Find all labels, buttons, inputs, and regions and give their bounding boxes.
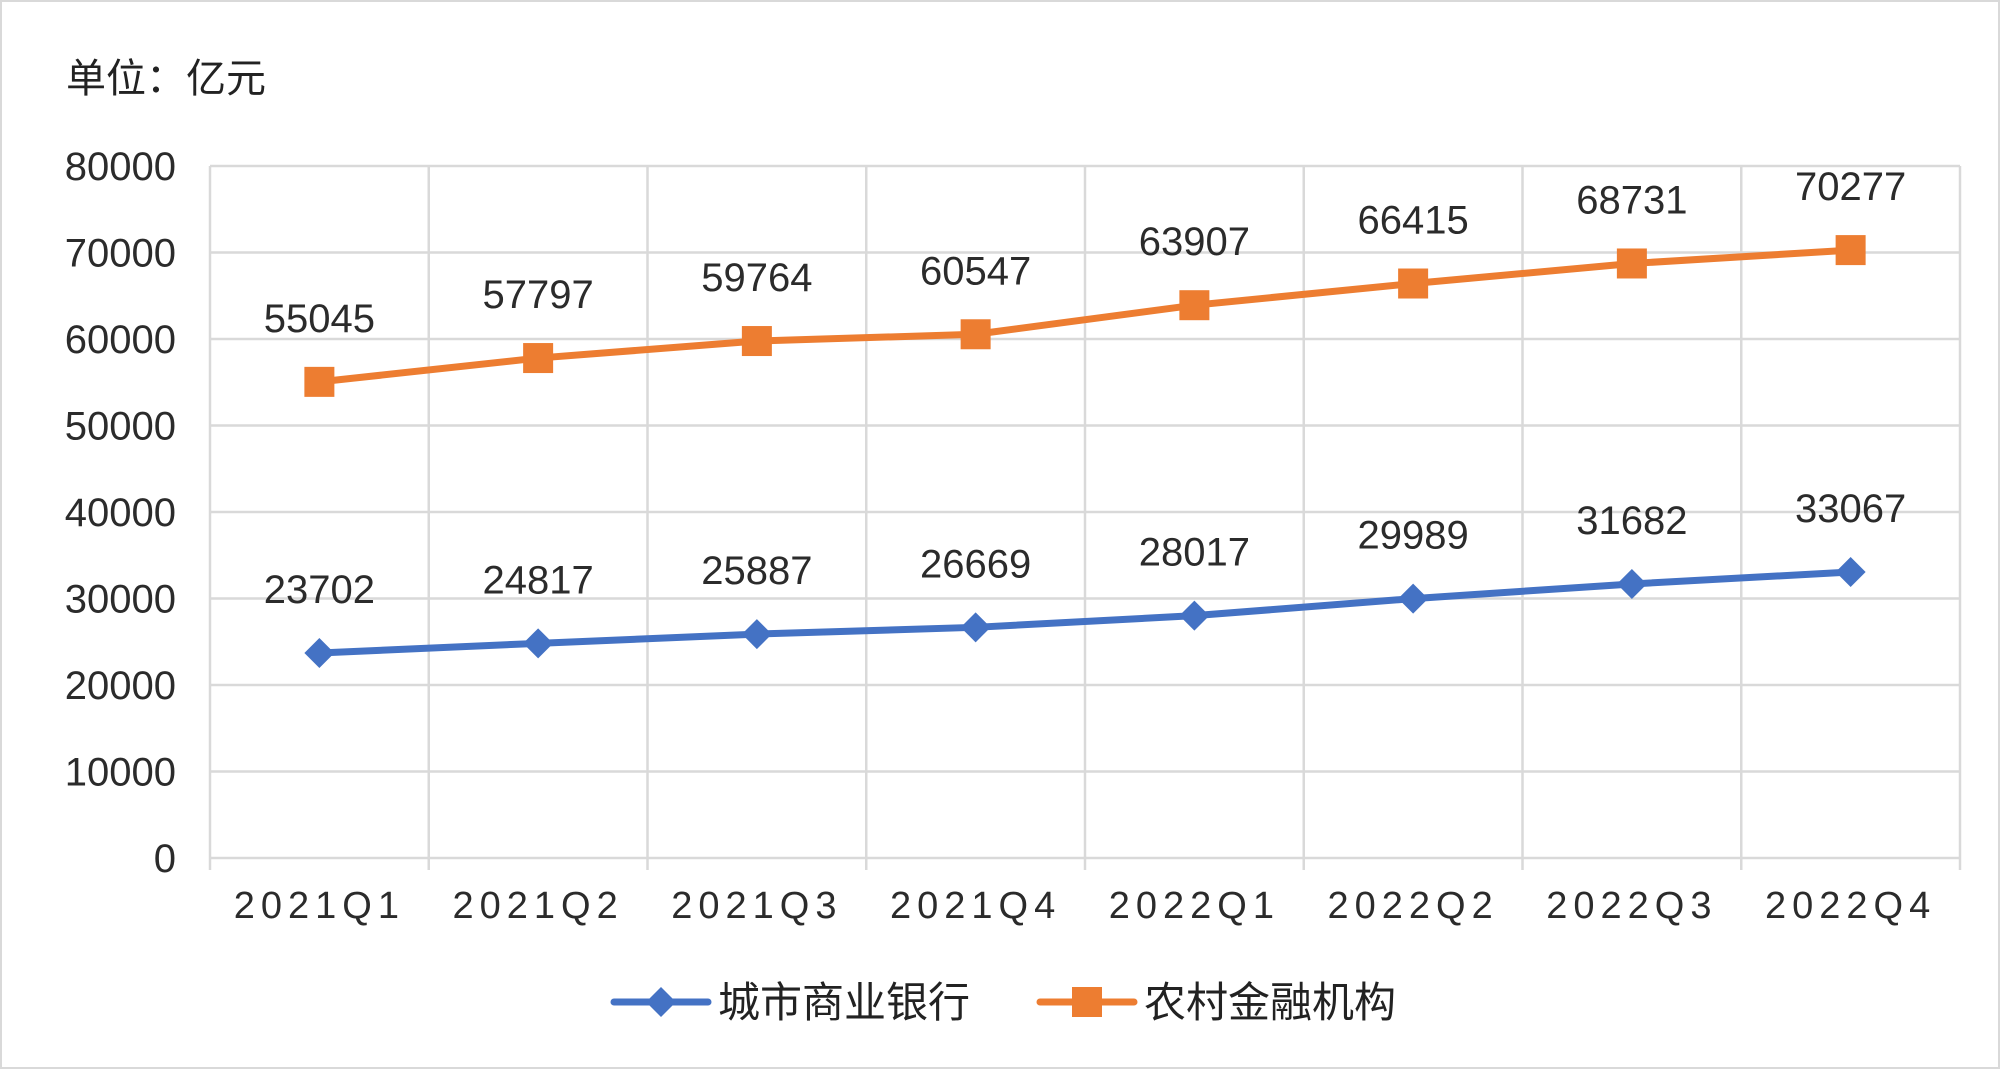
axes: 0 10000 20000 30000 40000 50000 60000 70000 8000… (65, 145, 1962, 927)
y-tick-label: 20000 (65, 664, 176, 708)
x-tick-label: 2021Q1 (234, 885, 405, 927)
data-point-square (304, 366, 335, 397)
x-tick-label: 2021Q3 (671, 885, 842, 927)
data-label: 29989 (1358, 514, 1469, 558)
data-label: 26669 (920, 542, 1031, 586)
data-label: 23702 (264, 568, 375, 612)
legend-diamond-icon (646, 987, 676, 1017)
data-point-square (1616, 248, 1647, 279)
data-label: 70277 (1795, 165, 1906, 209)
series-layer (304, 235, 1866, 668)
x-tick-label: 2022Q3 (1546, 885, 1717, 927)
data-label: 55045 (264, 297, 375, 341)
data-point-square (741, 326, 772, 357)
legend-label: 城市商业银行 (718, 978, 970, 1027)
data-point-diamond (523, 628, 554, 659)
unit-label: 单位：亿元 (66, 56, 266, 102)
data-label: 33067 (1795, 487, 1906, 531)
data-point-diamond (741, 619, 772, 650)
y-tick-label: 10000 (65, 751, 176, 795)
x-tick-label: 2022Q1 (1109, 885, 1280, 927)
y-tick-label: 60000 (65, 318, 176, 362)
y-tick-label: 70000 (65, 232, 176, 276)
x-tick-label: 2022Q2 (1328, 885, 1499, 927)
series-1 (304, 556, 1866, 668)
data-label: 63907 (1139, 220, 1250, 264)
data-label: 66415 (1358, 199, 1469, 243)
data-point-square (960, 319, 991, 350)
legend-item: 城市商业银行 (610, 978, 970, 1027)
data-point-diamond (1616, 568, 1647, 599)
data-point-square (1398, 268, 1429, 299)
legend-item: 农村金融机构 (1036, 978, 1396, 1027)
data-label: 31682 (1576, 499, 1687, 543)
x-tick-label: 2022Q4 (1765, 885, 1936, 927)
y-tick-label: 0 (154, 837, 176, 881)
data-label: 68731 (1576, 178, 1687, 222)
data-label: 25887 (701, 549, 812, 593)
data-label: 24817 (483, 558, 594, 602)
data-point-diamond (1835, 556, 1866, 587)
x-tick-label: 2021Q2 (453, 885, 624, 927)
legend-square-icon (1072, 987, 1102, 1017)
x-tick-label: 2021Q4 (890, 885, 1061, 927)
series-line (315, 246, 1855, 386)
legend: 城市商业银行 农村金融机构 (610, 978, 1396, 1027)
series-line (315, 568, 1855, 657)
data-label: 28017 (1139, 531, 1250, 575)
data-point-diamond (1179, 600, 1210, 631)
data-label: 59764 (701, 256, 812, 300)
y-tick-label: 30000 (65, 578, 176, 622)
data-labels: 23702 24817 25887 26669 28017 29989 31682 33067… (264, 165, 1906, 612)
gridlines (208, 164, 1962, 858)
y-tick-label: 50000 (65, 405, 176, 449)
data-point-diamond (304, 637, 335, 668)
data-label: 57797 (483, 273, 594, 317)
y-tick-label: 40000 (65, 491, 176, 535)
y-tick-label: 80000 (65, 145, 176, 189)
series-2 (304, 235, 1866, 397)
data-point-square (1179, 290, 1210, 321)
legend-label: 农村金融机构 (1144, 978, 1396, 1027)
data-label: 60547 (920, 249, 1031, 293)
data-point-diamond (960, 612, 991, 643)
data-point-square (523, 343, 554, 374)
data-point-diamond (1398, 583, 1429, 614)
data-point-square (1835, 235, 1866, 266)
